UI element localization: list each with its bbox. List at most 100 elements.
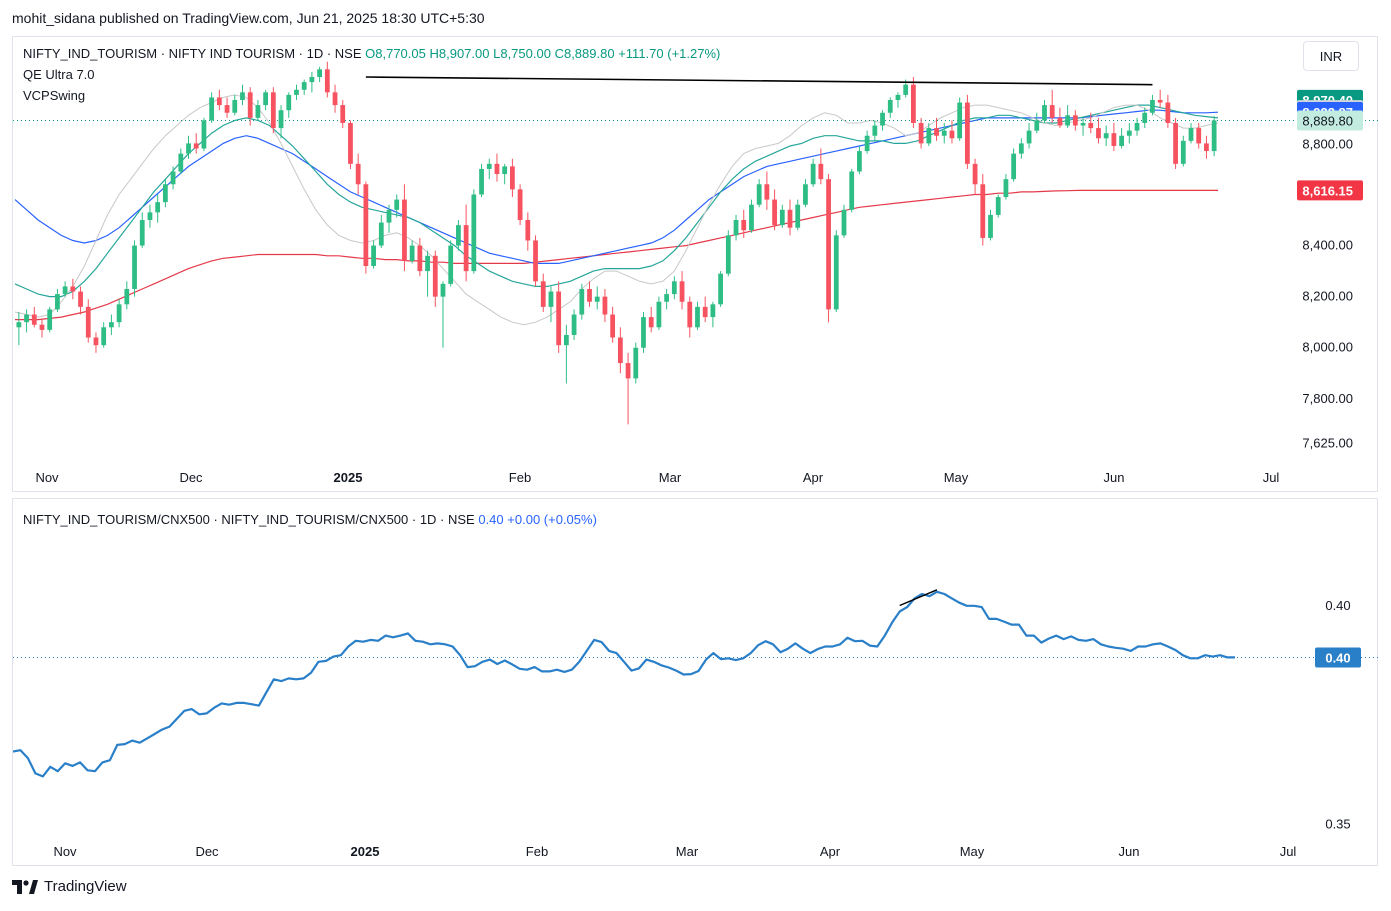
candle-body <box>62 286 68 295</box>
indicator-label-vcpswing[interactable]: VCPSwing <box>23 88 86 103</box>
candle-body <box>502 166 508 175</box>
candle-body <box>31 314 37 325</box>
candle-body <box>725 235 731 274</box>
candle-body <box>116 304 122 323</box>
candle-body <box>741 220 747 231</box>
candle-body <box>857 151 862 172</box>
price-x-tick: Nov <box>35 470 59 485</box>
candle-body <box>563 334 569 346</box>
candle-body <box>201 120 207 149</box>
ratio-panel[interactable]: Nov Dec 2025 Feb Mar Apr May Jun Jul 0.40 0.35 0.40… <box>12 498 1379 867</box>
candle-body <box>772 199 777 226</box>
candle-body <box>656 301 662 328</box>
candle-body <box>55 294 60 310</box>
candle-body <box>317 69 322 77</box>
candle-body <box>1080 122 1086 126</box>
indicator-label-qe-ultra[interactable]: QE Ultra 7.0 <box>23 67 95 82</box>
candle-body <box>147 212 153 221</box>
tradingview-logo-icon <box>12 879 38 894</box>
ratio-y-tick: 0.40 <box>1325 598 1350 613</box>
candle-body <box>880 112 885 126</box>
candle-body <box>1057 117 1063 126</box>
ratio-symbol-line: NIFTY_IND_TOURISM/CNX500 · NIFTY_IND_TOU… <box>23 512 475 527</box>
ratio-change: +0.00 (+0.05%) <box>507 512 597 527</box>
candle-body <box>139 220 145 246</box>
candle-body <box>1211 120 1217 152</box>
price-y-tick: 8,200.00 <box>1302 289 1353 304</box>
footer-brand-label: TradingView <box>44 878 127 895</box>
candle-body <box>286 94 292 111</box>
candle-body <box>926 128 932 144</box>
candle-body <box>70 286 76 292</box>
candle-body <box>533 240 538 282</box>
ratio-x-tick: 2025 <box>351 844 380 859</box>
candle-body <box>517 189 523 221</box>
candle-body <box>1072 115 1078 126</box>
candle-body <box>1157 99 1163 103</box>
ratio-chart[interactable]: Nov Dec 2025 Feb Mar Apr May Jun Jul 0.40 0.35 0.40 <box>13 499 1379 867</box>
candle-body <box>540 281 546 307</box>
candle-body <box>1111 133 1117 146</box>
price-axis-label-bg <box>1297 180 1363 201</box>
candle-body <box>1150 99 1155 113</box>
candle-body <box>39 324 45 330</box>
candle-body <box>957 102 963 139</box>
price-axis-label-bg <box>1297 110 1363 131</box>
ratio-x-tick: Jul <box>1280 844 1297 859</box>
price-x-tick: Apr <box>803 470 824 485</box>
ratio-legend: NIFTY_IND_TOURISM/CNX500 · NIFTY_IND_TOU… <box>23 509 597 530</box>
candle-body <box>702 306 708 318</box>
price-axis-label: 8,800.00 <box>1302 136 1353 151</box>
candle-body <box>1049 105 1055 118</box>
candle-body <box>903 84 909 95</box>
candle-body <box>294 89 299 95</box>
candle-body <box>1165 102 1171 123</box>
candle-body <box>409 245 415 261</box>
price-chart[interactable]: Nov Dec 2025 Feb Mar Apr May Jun Jul 8,400.00 8,20… <box>13 37 1379 493</box>
candle-body <box>849 171 855 210</box>
footer-brand[interactable]: TradingView <box>12 878 127 895</box>
candle-body <box>610 314 616 338</box>
candle-body <box>1204 143 1209 152</box>
candle-body <box>363 184 369 266</box>
currency-button[interactable]: INR <box>1303 41 1359 71</box>
price-y-tick: 8,000.00 <box>1302 340 1353 355</box>
candle-body <box>471 194 477 272</box>
candle-body <box>687 301 693 328</box>
price-axis-label: 8,889.80 <box>1302 113 1353 128</box>
candle-body <box>679 281 685 302</box>
price-y-tick: 8,400.00 <box>1302 238 1353 253</box>
candle-body <box>602 296 608 315</box>
candle-body <box>47 309 53 330</box>
candle-body <box>448 245 454 284</box>
candle-body <box>934 128 939 136</box>
candle-body <box>270 92 276 129</box>
price-axis-label: 8,616.15 <box>1302 183 1353 198</box>
price-panel[interactable]: Nov Dec 2025 Feb Mar Apr May Jun Jul 8,400.00 8,20… <box>12 36 1379 493</box>
candle-body <box>1103 133 1109 139</box>
candle-body <box>833 235 839 310</box>
candle-body <box>386 209 392 223</box>
candle-body <box>278 110 284 129</box>
candle-body <box>178 153 184 172</box>
candle-body <box>93 337 99 346</box>
candle-body <box>425 255 430 272</box>
candle-body <box>756 184 762 205</box>
candle-body <box>1134 122 1140 131</box>
candle-body <box>1119 135 1124 146</box>
candle-body <box>394 199 400 210</box>
candle-body <box>456 225 461 246</box>
candle-body <box>1180 140 1186 164</box>
candle-body <box>332 92 338 106</box>
candle-body <box>402 199 407 261</box>
candle-body <box>795 204 801 228</box>
candle-body <box>1042 105 1047 121</box>
candle-body <box>972 163 978 185</box>
price-x-tick: 2025 <box>334 470 363 485</box>
candle-body <box>463 225 469 272</box>
candle-body <box>186 143 191 154</box>
candle-body <box>710 304 716 318</box>
candle-body <box>887 99 893 113</box>
candle-body <box>263 92 269 106</box>
ratio-x-tick: Mar <box>676 844 699 859</box>
